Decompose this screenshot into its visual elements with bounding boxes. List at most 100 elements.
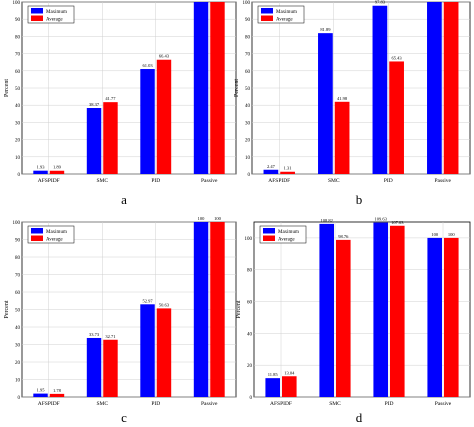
y-tick-label: 0 [250,396,253,401]
x-tick-label: SMC [96,178,108,184]
data-label: 100 [431,232,439,237]
bar-maximum-smc [318,33,333,174]
caption-a: a [121,192,127,207]
y-tick-label: 0 [18,173,21,178]
bar-average-smc [334,101,350,174]
bar-average-afspidf [282,376,297,397]
legend-label: Average [46,238,63,243]
bar-maximum-pid [373,222,388,397]
legend-swatch [261,15,273,21]
data-label: 33.73 [89,332,100,337]
x-tick-label: SMC [96,401,108,407]
bar-maximum-passive [193,2,209,174]
legend-label: Maximum [278,230,299,235]
data-label: 100 [431,0,439,1]
y-tick-label: 80 [247,269,253,274]
y-tick-label: 30 [15,344,21,349]
data-label: 107.63 [391,220,404,225]
y-axis-label: Percent [4,79,10,97]
bar-average-pid [156,59,172,174]
bar-maximum-passive [427,237,442,397]
legend-label: Maximum [46,10,67,15]
bar-maximum-pid [140,69,155,174]
y-tick-label: 30 [15,121,21,126]
data-label: 100 [214,0,222,1]
legend-label: Maximum [46,230,67,235]
x-tick-label: PID [385,401,394,407]
caption-b: b [355,192,363,207]
y-tick-label: 100 [13,1,21,6]
legend-label: Average [278,238,295,243]
x-tick-label: AFSPIDF [270,401,292,407]
y-tick-label: 0 [18,396,21,401]
data-label: 52.97 [142,298,153,303]
x-tick-label: AFSPIDF [38,401,60,407]
legend-swatch [261,8,273,14]
data-label: 109.63 [375,217,388,222]
y-tick-label: 100 [245,237,253,242]
y-tick-label: 20 [15,139,21,144]
y-tick-label: 0 [248,173,251,178]
bar-maximum-afspidf [33,393,48,397]
x-tick-label: Passive [201,401,218,407]
x-tick-label: SMC [328,178,340,184]
legend-swatch [263,228,275,234]
data-label: 13.04 [284,370,295,375]
y-tick-label: 90 [15,18,21,23]
y-tick-label: 60 [15,70,21,75]
bar-average-smc [103,102,118,174]
y-tick-label: 80 [15,256,21,261]
data-label: 50.63 [159,302,170,307]
y-tick-label: 80 [15,35,21,40]
bar-average-passive [443,2,459,174]
y-tick-label: 80 [245,35,251,40]
chart-panel-b: 0 10 20 30 40 50 60 70 80 90 100 Percent AFSPIDF 2.47… [234,0,471,184]
x-tick-label: AFSPIDF [38,178,60,184]
y-tick-label: 40 [15,326,21,331]
data-label: 41.98 [337,96,348,101]
legend-label: Average [276,18,293,23]
x-tick-label: Passive [435,178,452,184]
data-label: 1.31 [284,166,292,171]
data-label: 1.89 [53,165,62,170]
bar-average-passive [210,222,225,397]
data-label: 100 [214,216,222,221]
bar-maximum-passive [427,2,442,174]
data-label: 100 [198,0,206,1]
y-axis-label: Percent [234,79,240,97]
legend-label: Maximum [276,10,297,15]
x-tick-label: PID [151,178,160,184]
bar-average-pid [390,225,405,397]
y-tick-label: 100 [13,221,21,226]
x-tick-label: AFSPIDF [268,178,290,184]
y-tick-label: 20 [15,361,21,366]
bar-maximum-afspidf [263,169,279,174]
bar-average-afspidf [49,170,65,174]
data-label: 100 [448,232,456,237]
bar-maximum-smc [319,223,334,397]
bar-average-pid [156,308,172,397]
y-axis-label: Percent [4,300,10,318]
y-tick-label: 60 [247,301,253,306]
chart-panel-c: 0 10 20 30 40 50 60 70 80 90 100 Percent AFSPIDF 1.95… [4,216,237,407]
x-tick-label: PID [151,401,160,407]
y-tick-label: 10 [15,379,21,384]
data-label: 1.78 [53,388,62,393]
y-tick-label: 50 [15,309,21,314]
data-label: 32.71 [105,334,115,339]
legend-swatch [31,8,43,14]
data-label: 98.76 [338,234,349,239]
bar-maximum-passive [193,222,209,397]
data-label: 66.43 [159,54,170,59]
x-tick-label: PID [384,178,393,184]
y-tick-label: 20 [247,364,253,369]
y-tick-label: 90 [245,18,251,23]
data-label: 108.82 [321,218,333,223]
legend-label: Average [46,18,63,23]
bar-maximum-pid [372,5,388,174]
data-label: 41.77 [105,96,116,101]
legend-swatch [263,235,275,241]
chart-panel-a: 0 10 20 30 40 50 60 70 80 90 100 Percent AFSPIDF 1.93… [4,0,237,184]
caption-d: d [355,410,363,425]
